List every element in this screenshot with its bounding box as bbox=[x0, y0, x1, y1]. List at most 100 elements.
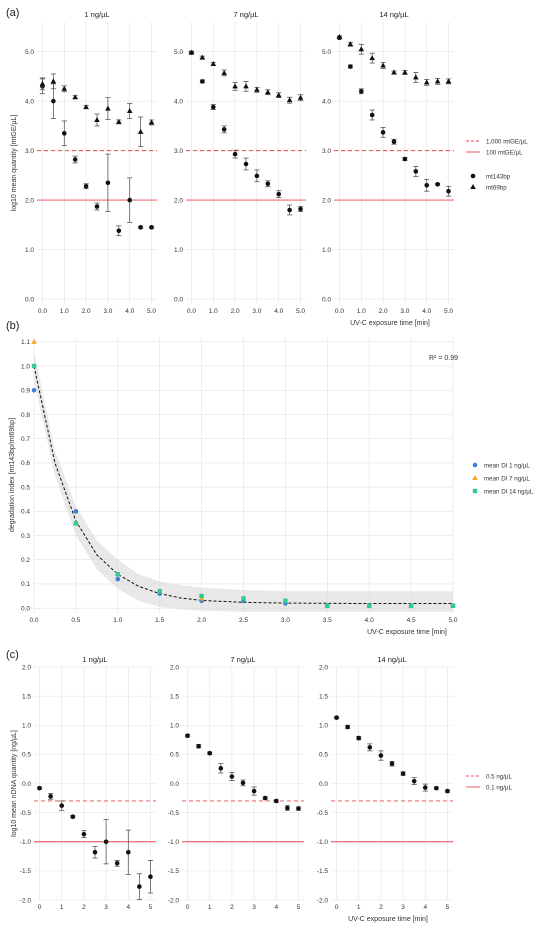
x-tick-label: 5.0 bbox=[147, 308, 156, 315]
x-tick-label: 0 bbox=[38, 904, 42, 911]
x-tick-label: 2 bbox=[82, 904, 86, 911]
x-tick-label: 0.0 bbox=[29, 617, 38, 624]
x-tick-label: 2 bbox=[379, 904, 383, 911]
data-point bbox=[207, 750, 213, 756]
x-tick-label: 1.0 bbox=[60, 308, 69, 315]
data-point bbox=[369, 112, 375, 118]
data-point bbox=[232, 83, 238, 89]
data-point bbox=[286, 97, 293, 103]
data-point bbox=[334, 715, 339, 720]
y-tick-label: 4.0 bbox=[25, 98, 34, 105]
panel-c-label: (c) bbox=[6, 649, 19, 661]
data-point bbox=[345, 724, 350, 730]
x-tick-label: 2.0 bbox=[379, 308, 388, 315]
legend-label: 1,000 mtGE/µL bbox=[486, 138, 528, 145]
data-point bbox=[115, 572, 120, 577]
data-point bbox=[221, 69, 227, 75]
x-tick-label: 4 bbox=[126, 904, 130, 911]
x-tick-label: 0.0 bbox=[187, 308, 196, 315]
data-point bbox=[39, 80, 46, 86]
y-tick-label: 2.0 bbox=[25, 197, 34, 204]
data-point bbox=[210, 61, 217, 67]
data-point bbox=[445, 788, 450, 794]
y-tick-label: -1.5 bbox=[20, 868, 32, 875]
facet-title: 1 ng/µL bbox=[82, 655, 107, 664]
y-tick-label: 1.5 bbox=[22, 693, 31, 700]
data-point bbox=[411, 778, 417, 784]
y-tick-label: 0.0 bbox=[174, 296, 183, 303]
data-point bbox=[200, 79, 205, 84]
data-point bbox=[116, 228, 122, 234]
x-tick-label: 3 bbox=[252, 904, 256, 911]
data-point bbox=[434, 785, 439, 791]
data-point bbox=[251, 788, 257, 794]
data-point bbox=[157, 589, 162, 594]
y-tick-label: 0.5 bbox=[319, 752, 328, 759]
legend-label: 0.5 ng/µL bbox=[486, 773, 512, 780]
y-tick-label: -2.0 bbox=[168, 897, 180, 904]
data-point bbox=[137, 128, 144, 134]
panel-a-label: (a) bbox=[6, 7, 19, 19]
data-point bbox=[94, 116, 100, 122]
data-point bbox=[83, 104, 89, 110]
y-tick-label: 0.0 bbox=[170, 781, 179, 788]
data-point bbox=[240, 780, 246, 786]
data-point bbox=[94, 204, 100, 209]
data-point bbox=[358, 46, 365, 52]
data-point bbox=[424, 182, 430, 188]
data-point bbox=[50, 78, 57, 84]
x-tick-label: 4.0 bbox=[274, 308, 283, 315]
data-point bbox=[210, 104, 216, 110]
y-tick-label: 0.0 bbox=[22, 781, 31, 788]
y-tick-label: -1.0 bbox=[168, 839, 180, 846]
data-point bbox=[450, 603, 456, 608]
data-point bbox=[127, 197, 133, 203]
data-point bbox=[73, 521, 79, 526]
x-tick-label: 1.5 bbox=[155, 617, 164, 624]
y-tick-label: 0.1 bbox=[21, 581, 30, 588]
data-point bbox=[105, 180, 111, 186]
data-point bbox=[92, 849, 98, 855]
data-point bbox=[265, 181, 271, 187]
x-tick-label: 4 bbox=[423, 904, 427, 911]
y-tick-label: 1.1 bbox=[21, 339, 30, 346]
y-tick-label: 1.0 bbox=[22, 723, 31, 730]
y-tick-label: 0.6 bbox=[21, 460, 30, 467]
data-point bbox=[287, 207, 292, 213]
facet-title: 7 ng/µL bbox=[230, 655, 255, 664]
y-tick-label: 1.0 bbox=[174, 247, 183, 254]
chart-panel-b: 0.0 0.1 0.2 0.3 0.4 0.5 0.6 0.7 0.8 0.9 1.0 1.1 0.0 0… bbox=[9, 337, 534, 636]
legend-marker bbox=[470, 184, 476, 189]
data-point bbox=[402, 69, 408, 75]
plot-area bbox=[37, 22, 157, 304]
y-tick-label: -1.0 bbox=[20, 839, 32, 846]
legend-marker bbox=[472, 462, 478, 468]
y-tick-label: 0.0 bbox=[322, 296, 331, 303]
x-tick-label: 5 bbox=[297, 904, 301, 911]
fit-curve bbox=[33, 365, 453, 605]
data-point bbox=[347, 41, 354, 47]
legend-label: mean DI 7 ng/µL bbox=[484, 475, 530, 482]
data-point bbox=[188, 49, 195, 55]
data-point bbox=[48, 794, 53, 799]
data-point bbox=[378, 753, 384, 758]
y-tick-label: 3.0 bbox=[322, 148, 331, 155]
y-tick-label: -0.5 bbox=[20, 810, 32, 817]
y-tick-label: 1.5 bbox=[170, 693, 179, 700]
y-tick-label: 0.5 bbox=[21, 484, 30, 491]
y-tick-label: 3.0 bbox=[25, 148, 34, 155]
x-tick-label: 3.5 bbox=[323, 617, 332, 624]
y-axis-title: degradation index [mt143bp/mt69bp] bbox=[9, 418, 16, 532]
facet-title: 1 ng/µL bbox=[84, 10, 109, 19]
y-tick-label: 5.0 bbox=[25, 49, 34, 56]
data-point bbox=[148, 119, 155, 125]
data-point bbox=[389, 761, 395, 766]
x-tick-label: 2.0 bbox=[82, 308, 91, 315]
y-tick-label: 4.0 bbox=[174, 98, 183, 105]
data-point bbox=[265, 89, 271, 95]
data-point bbox=[199, 54, 206, 60]
data-point bbox=[358, 88, 364, 94]
data-point bbox=[114, 861, 120, 866]
data-point bbox=[275, 92, 282, 98]
data-point bbox=[221, 127, 227, 132]
